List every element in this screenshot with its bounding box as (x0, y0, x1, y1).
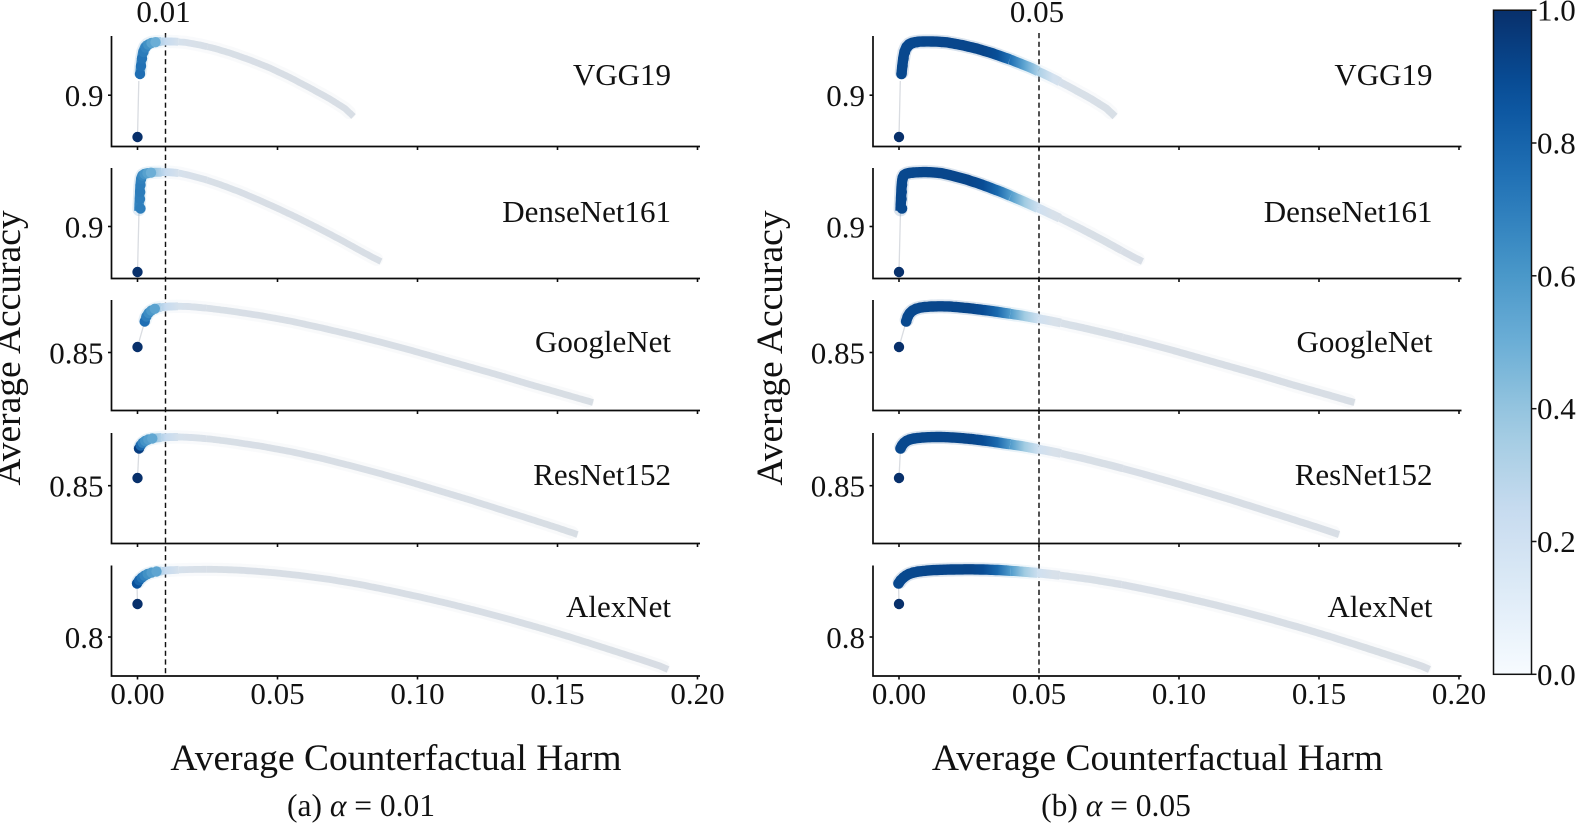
svg-text:Average Counterfactual Harm: Average Counterfactual Harm (170, 738, 621, 779)
svg-text:0.2: 0.2 (1537, 524, 1576, 559)
svg-text:VGG19: VGG19 (1334, 57, 1432, 92)
svg-text:Average Counterfactual Harm: Average Counterfactual Harm (932, 738, 1383, 779)
svg-text:0.15: 0.15 (530, 676, 584, 711)
svg-text:(b) α = 0.05: (b) α = 0.05 (1041, 788, 1191, 823)
svg-text:0.4: 0.4 (1537, 391, 1576, 426)
svg-text:0.9: 0.9 (65, 78, 104, 113)
svg-text:ResNet152: ResNet152 (1295, 457, 1433, 492)
svg-text:(a) α = 0.01: (a) α = 0.01 (287, 788, 435, 823)
svg-text:0.85: 0.85 (811, 469, 865, 504)
svg-text:0.85: 0.85 (49, 336, 103, 371)
svg-text:0.05: 0.05 (250, 676, 304, 711)
svg-text:0.10: 0.10 (1152, 676, 1206, 711)
svg-text:0.00: 0.00 (872, 676, 926, 711)
svg-text:0.00: 0.00 (110, 676, 164, 711)
svg-text:0.6: 0.6 (1537, 258, 1576, 293)
svg-text:GoogleNet: GoogleNet (1296, 324, 1432, 359)
svg-text:0.01: 0.01 (136, 0, 190, 29)
svg-text:0.8: 0.8 (826, 620, 865, 655)
svg-text:AlexNet: AlexNet (566, 589, 671, 624)
svg-text:0.05: 0.05 (1010, 0, 1064, 29)
svg-text:DenseNet161: DenseNet161 (1264, 194, 1433, 229)
svg-text:1.0: 1.0 (1537, 0, 1576, 28)
svg-text:0.0: 0.0 (1537, 657, 1576, 692)
svg-text:0.9: 0.9 (826, 78, 865, 113)
svg-text:Average Accuracy: Average Accuracy (750, 210, 791, 485)
svg-text:0.8: 0.8 (65, 620, 104, 655)
svg-text:0.15: 0.15 (1292, 676, 1346, 711)
svg-text:0.10: 0.10 (390, 676, 444, 711)
svg-text:0.8: 0.8 (1537, 126, 1576, 161)
svg-text:0.85: 0.85 (49, 469, 103, 504)
svg-text:0.9: 0.9 (65, 210, 104, 245)
svg-text:Average Accuracy: Average Accuracy (0, 210, 29, 485)
svg-text:0.9: 0.9 (826, 210, 865, 245)
svg-text:0.20: 0.20 (670, 676, 724, 711)
svg-text:0.20: 0.20 (1432, 676, 1486, 711)
svg-text:AlexNet: AlexNet (1327, 589, 1432, 624)
svg-text:DenseNet161: DenseNet161 (502, 194, 671, 229)
svg-text:GoogleNet: GoogleNet (535, 324, 671, 359)
svg-text:0.05: 0.05 (1012, 676, 1066, 711)
svg-text:0.85: 0.85 (811, 336, 865, 371)
svg-text:ResNet152: ResNet152 (533, 457, 671, 492)
svg-text:VGG19: VGG19 (573, 57, 671, 92)
